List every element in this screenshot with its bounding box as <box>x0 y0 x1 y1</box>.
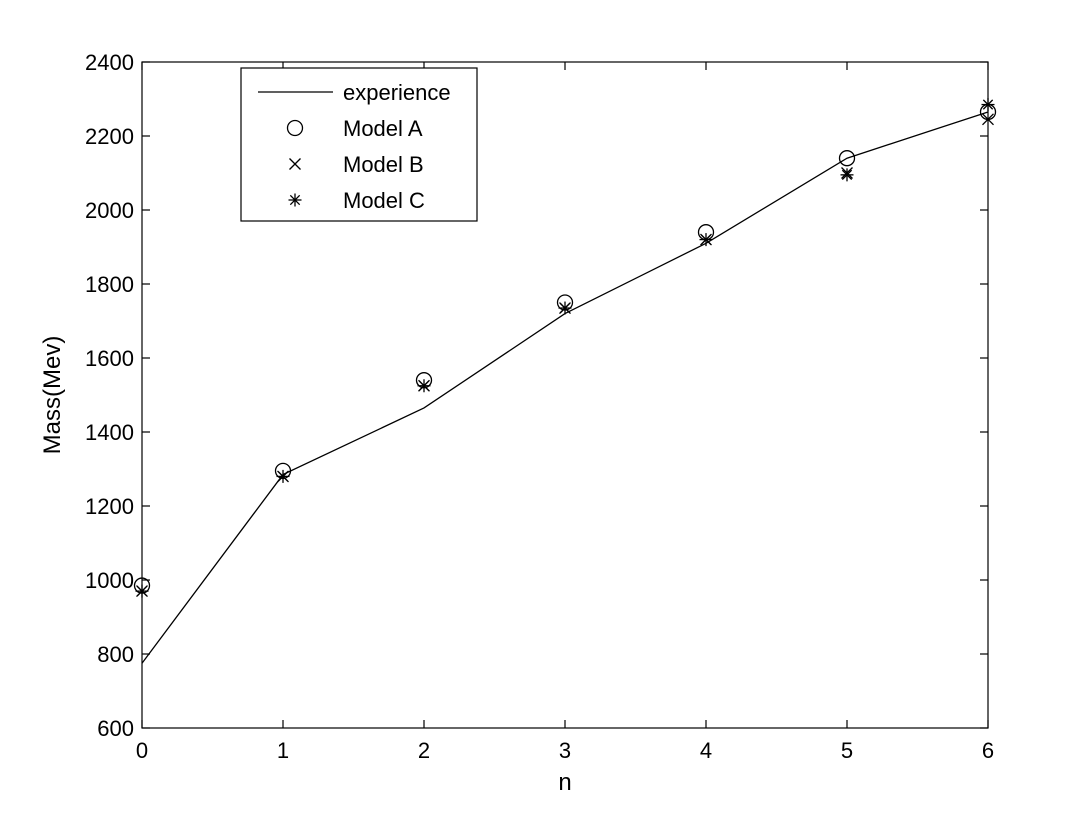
y-tick-label: 1200 <box>85 494 134 519</box>
x-tick-label: 1 <box>277 738 289 763</box>
y-tick-label: 2000 <box>85 198 134 223</box>
series-model-c <box>135 98 995 598</box>
point-model-c <box>558 301 572 315</box>
x-tick-label: 0 <box>136 738 148 763</box>
legend: experience Model A Model B Model C <box>240 67 478 222</box>
y-tick-label: 2200 <box>85 124 134 149</box>
point-model-c <box>276 469 290 483</box>
y-tick-label: 1000 <box>85 568 134 593</box>
asterisk-stroke <box>841 169 853 180</box>
point-model-c <box>417 379 431 393</box>
legend-label-model-a: Model A <box>343 116 423 141</box>
y-tick-label: 1800 <box>85 272 134 297</box>
point-model-c <box>699 233 713 247</box>
y-tick-label: 2400 <box>85 50 134 75</box>
legend-label-experience: experience <box>343 80 451 105</box>
asterisk-stroke <box>982 99 994 110</box>
series-layer <box>133 98 997 664</box>
legend-box <box>240 67 478 222</box>
point-model-a <box>838 150 856 167</box>
legend-swatch-model-a <box>286 119 304 137</box>
point-model-c <box>135 584 149 598</box>
x-tick-label: 4 <box>700 738 712 763</box>
y-axis-label: Mass(Mev) <box>39 336 66 455</box>
asterisk-stroke <box>136 585 148 597</box>
y-tick-label: 1600 <box>85 346 134 371</box>
x-stroke <box>982 113 994 126</box>
legend-label-model-c: Model C <box>343 188 425 213</box>
point-model-c <box>981 98 995 112</box>
x-stroke <box>289 158 301 170</box>
x-tick-label: 3 <box>559 738 571 763</box>
asterisk-stroke <box>559 302 571 314</box>
axis-ticks: 0 1 2 3 4 5 6 600 800 1000 1200 1400 1600 1800 2000 220… <box>85 50 994 763</box>
y-tick-label: 600 <box>97 716 134 741</box>
point-model-c <box>840 168 854 182</box>
legend-swatch-model-b <box>289 158 301 170</box>
asterisk-stroke <box>700 234 712 245</box>
asterisk-stroke <box>289 194 301 206</box>
y-tick-label: 800 <box>97 642 134 667</box>
legend-swatch-model-c <box>288 193 302 207</box>
legend-label-model-b: Model B <box>343 152 424 177</box>
asterisk-stroke <box>277 471 289 482</box>
x-tick-label: 2 <box>418 738 430 763</box>
x-tick-label: 5 <box>841 738 853 763</box>
asterisk-stroke <box>418 380 430 391</box>
y-tick-label: 1400 <box>85 420 134 445</box>
x-axis-label: n <box>558 769 571 796</box>
x-tick-label: 6 <box>982 738 994 763</box>
point-model-b <box>982 113 994 126</box>
